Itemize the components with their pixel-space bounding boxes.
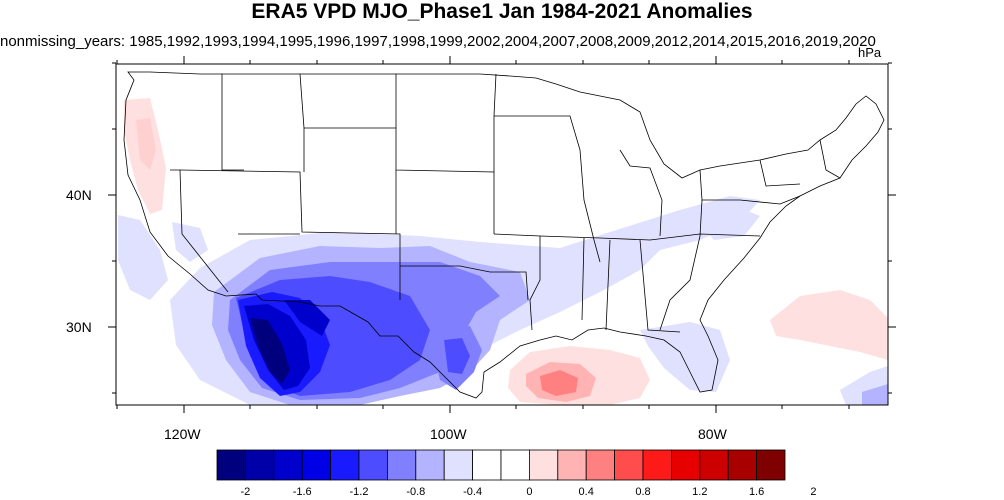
axis-ticks xyxy=(108,56,896,413)
lon-label-100w: 100W xyxy=(430,426,467,442)
map-subtitle: nonmissing_years: 1985,1992,1993,1994,19… xyxy=(0,33,876,50)
colorbar-label: -1.6 xyxy=(292,486,312,498)
colorbar-swatch xyxy=(386,449,417,481)
colorbar-swatch xyxy=(415,449,445,481)
colorbar-label: -1.2 xyxy=(349,486,369,498)
anomaly-field xyxy=(116,64,888,405)
colorbar-swatch xyxy=(642,449,672,481)
colorbar-label: -2 xyxy=(240,486,251,498)
colorbar-swatch xyxy=(330,449,360,481)
anomaly-western-atlantic xyxy=(770,290,888,360)
lat-label-40n: 40N xyxy=(66,187,92,203)
colorbar-swatch xyxy=(443,449,474,481)
colorbar-label: -0.8 xyxy=(406,486,426,498)
lon-label-120w: 120W xyxy=(164,426,201,442)
colorbar-label: 2 xyxy=(810,486,817,498)
colorbar-swatch xyxy=(216,449,246,481)
colorbar-label: -0.4 xyxy=(463,486,483,498)
colorbar-label: 1.6 xyxy=(748,486,765,498)
colorbar-swatch xyxy=(500,449,530,481)
colorbar-swatch xyxy=(273,449,303,481)
colorbar-swatch xyxy=(727,449,758,481)
colorbar-swatch xyxy=(358,449,388,481)
colorbar-swatch xyxy=(529,449,559,481)
state-boundaries xyxy=(123,71,885,399)
colorbar-swatch xyxy=(244,449,275,481)
colorbar-swatch xyxy=(614,449,644,481)
colorbar-label: 1.2 xyxy=(692,486,708,498)
lon-label-80w: 80W xyxy=(698,426,727,442)
units-label: hPa xyxy=(858,45,882,60)
map-frame xyxy=(115,63,889,406)
colorbar-swatch xyxy=(585,449,616,481)
colorbar-label: 0.4 xyxy=(578,486,594,498)
colorbar-swatch xyxy=(301,449,332,481)
colorbar-swatch xyxy=(699,449,729,481)
colorbar-swatch xyxy=(472,449,502,481)
colorbar xyxy=(216,449,786,481)
colorbar-label: 0.8 xyxy=(635,486,651,498)
colorbar-label: 0 xyxy=(526,486,533,498)
colorbar-swatch xyxy=(557,449,587,481)
colorbar-swatch xyxy=(756,449,786,481)
colorbar-swatch xyxy=(671,449,701,481)
lat-label-30n: 30N xyxy=(66,319,92,335)
map-title: ERA5 VPD MJO_Phase1 Jan 1984-2021 Anomal… xyxy=(251,0,753,23)
